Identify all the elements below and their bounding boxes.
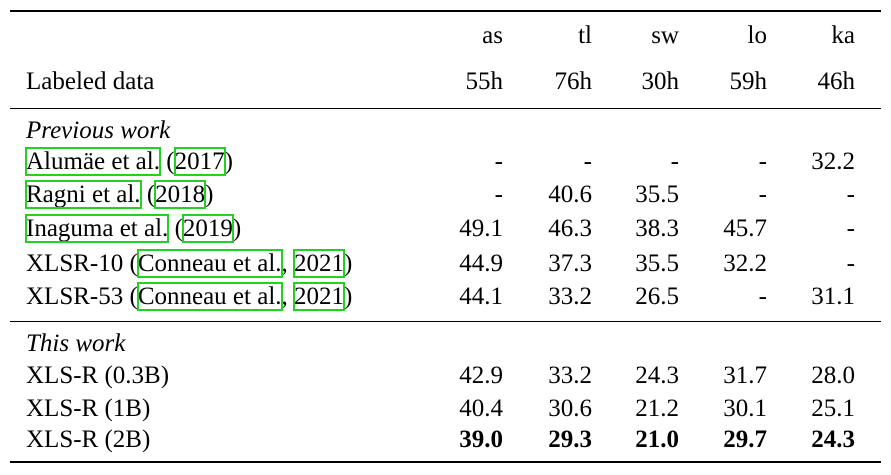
- table-cell: 33.2: [548, 283, 592, 310]
- row-label-inaguma: Inaguma et al. (2019): [24, 214, 242, 243]
- table-cell: 33.2: [548, 362, 592, 389]
- citation-year-link[interactable]: 2021: [293, 249, 346, 278]
- this-work-heading: This work: [26, 330, 126, 357]
- model-name: XLSR-53 (: [26, 283, 138, 310]
- labeled-sw: 30h: [641, 68, 680, 95]
- paren-close: ): [205, 181, 214, 208]
- col-header-lo: lo: [747, 22, 767, 49]
- paren-close: ): [224, 148, 233, 175]
- table-cell: 30.6: [548, 395, 592, 422]
- labeled-as: 55h: [465, 68, 504, 95]
- row-label-ragni: Ragni et al. (2018): [25, 180, 214, 209]
- model-name: XLSR-10 (: [26, 250, 138, 277]
- col-header-sw: sw: [651, 22, 679, 49]
- table-cell: 44.9: [459, 250, 503, 277]
- row-label-xlsr-10: XLSR-10 (Conneau et al., 2021): [26, 249, 353, 278]
- table-cell: -: [583, 148, 592, 175]
- paren-open: (: [140, 181, 156, 208]
- table-cell: 31.1: [811, 283, 855, 310]
- table-cell: -: [846, 181, 855, 208]
- paren-open: (: [168, 215, 183, 242]
- row-label-xls-r-2b: XLS-R (2B): [26, 426, 151, 453]
- mid-rule-1: [10, 108, 881, 109]
- table-cell: 45.7: [723, 215, 767, 242]
- citation-author-link[interactable]: Ragni et al.: [25, 180, 142, 209]
- table-cell: 28.0: [811, 362, 855, 389]
- table-cell: 46.3: [548, 215, 592, 242]
- separator: ,: [281, 283, 295, 310]
- labeled-data-label: Labeled data: [26, 68, 155, 95]
- table-cell: 38.3: [635, 215, 679, 242]
- table-cell-best: 24.3: [811, 426, 855, 453]
- citation-year-link[interactable]: 2019: [181, 214, 234, 243]
- table-cell: 44.1: [459, 283, 503, 310]
- table-cell-best: 21.0: [635, 426, 679, 453]
- table-cell: 25.1: [811, 395, 855, 422]
- paren-close: ): [344, 250, 353, 277]
- labeled-lo: 59h: [729, 68, 768, 95]
- row-label-xls-r-0-3b: XLS-R (0.3B): [26, 362, 170, 389]
- table-cell-best: 39.0: [459, 426, 503, 453]
- table-cell: -: [758, 181, 767, 208]
- separator: ,: [281, 250, 295, 277]
- citation-author-link[interactable]: Conneau et al.: [136, 249, 283, 278]
- paren-close: ): [344, 283, 353, 310]
- table-cell: 40.4: [459, 395, 503, 422]
- table-cell: 35.5: [635, 250, 679, 277]
- row-label-xlsr-53: XLSR-53 (Conneau et al., 2021): [26, 282, 353, 311]
- paren-close: ): [232, 215, 242, 242]
- table-cell: -: [758, 283, 767, 310]
- table-cell: 37.3: [548, 250, 592, 277]
- table-cell: 32.2: [723, 250, 767, 277]
- col-header-as: as: [482, 22, 503, 49]
- row-label-alumae: Alumäe et al. (2017): [25, 147, 233, 176]
- table-cell-best: 29.7: [723, 426, 767, 453]
- table-cell: 40.6: [548, 181, 592, 208]
- citation-author-link[interactable]: Conneau et al.: [136, 282, 283, 311]
- table-cell: -: [494, 148, 503, 175]
- top-rule: [10, 10, 881, 12]
- table-cell: 24.3: [635, 362, 679, 389]
- citation-year-link[interactable]: 2017: [173, 147, 226, 176]
- table-cell: -: [670, 148, 679, 175]
- table-cell: 32.2: [811, 148, 855, 175]
- citation-year-link[interactable]: 2021: [293, 282, 346, 311]
- table-cell: -: [494, 181, 503, 208]
- table-cell: 31.7: [723, 362, 767, 389]
- col-header-tl: tl: [578, 22, 592, 49]
- mid-rule-2: [10, 321, 881, 322]
- table-cell: 35.5: [635, 181, 679, 208]
- previous-work-heading: Previous work: [26, 117, 171, 144]
- table-cell: 42.9: [459, 362, 503, 389]
- table-cell: -: [846, 215, 855, 242]
- table-cell: 21.2: [635, 395, 679, 422]
- col-header-ka: ka: [831, 22, 855, 49]
- table-cell: 49.1: [459, 215, 503, 242]
- table-cell: 30.1: [723, 395, 767, 422]
- bottom-rule: [10, 461, 881, 463]
- table-cell-best: 29.3: [548, 426, 592, 453]
- table-cell: -: [846, 250, 855, 277]
- table-cell: -: [758, 148, 767, 175]
- row-label-xls-r-1b: XLS-R (1B): [26, 395, 151, 422]
- paren-open: (: [159, 148, 175, 175]
- labeled-tl: 76h: [554, 68, 593, 95]
- citation-year-link[interactable]: 2018: [154, 180, 207, 209]
- citation-author-link[interactable]: Alumäe et al.: [25, 147, 161, 176]
- table-cell: 26.5: [635, 283, 679, 310]
- citation-author-link[interactable]: Inaguma et al.: [24, 214, 170, 243]
- labeled-ka: 46h: [817, 68, 856, 95]
